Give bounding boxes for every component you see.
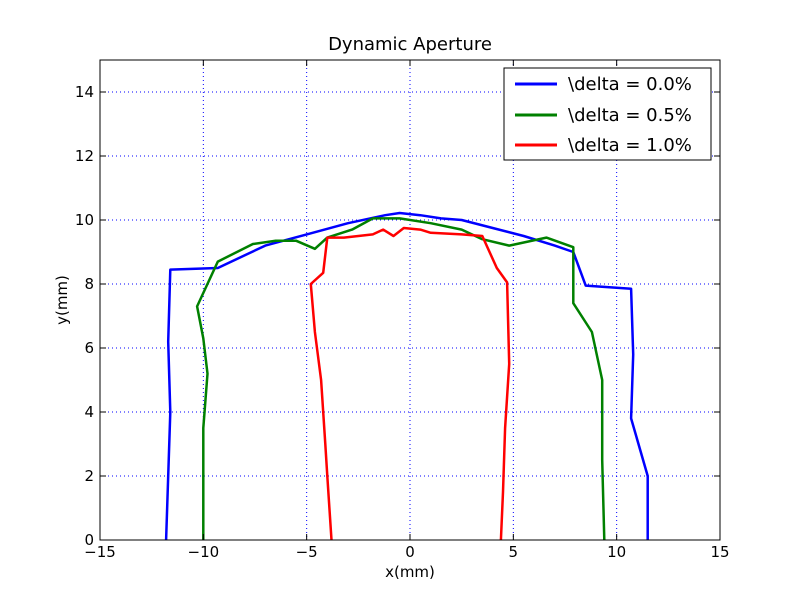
x-tick-label: 0 <box>405 543 415 561</box>
legend: \delta = 0.0% \delta = 0.5% \delta = 1.0… <box>503 67 712 161</box>
chart-title: Dynamic Aperture <box>328 34 492 55</box>
y-tick-label: 4 <box>84 403 94 421</box>
x-tick-label: −10 <box>188 543 220 561</box>
x-axis-label: x(mm) <box>385 563 435 581</box>
x-tick-label: −15 <box>84 543 116 561</box>
series-line-2 <box>309 226 511 541</box>
x-tick-label: 5 <box>509 543 519 561</box>
y-tick-label: 0 <box>84 531 94 549</box>
y-tick-label: 10 <box>75 211 94 229</box>
ticks: −15 −10 −5 0 5 10 15 0 2 4 6 8 10 12 14 <box>75 60 730 561</box>
legend-label-delta-0.5: \delta = 0.5% <box>568 105 692 126</box>
x-tick-label: −5 <box>296 543 318 561</box>
y-tick-label: 14 <box>75 83 94 101</box>
series-line-0 <box>164 211 649 541</box>
y-tick-label: 2 <box>84 467 94 485</box>
x-tick-label: 10 <box>607 543 626 561</box>
x-tick-label: 15 <box>710 543 729 561</box>
legend-label-delta-1.0: \delta = 1.0% <box>568 135 692 156</box>
series-lines <box>164 211 649 541</box>
series-line-1 <box>195 217 606 541</box>
y-tick-label: 12 <box>75 147 94 165</box>
y-tick-label: 6 <box>84 339 94 357</box>
legend-label-delta-0.0: \delta = 0.0% <box>568 74 692 95</box>
y-tick-label: 8 <box>84 275 94 293</box>
y-axis-label: y(mm) <box>53 275 71 325</box>
